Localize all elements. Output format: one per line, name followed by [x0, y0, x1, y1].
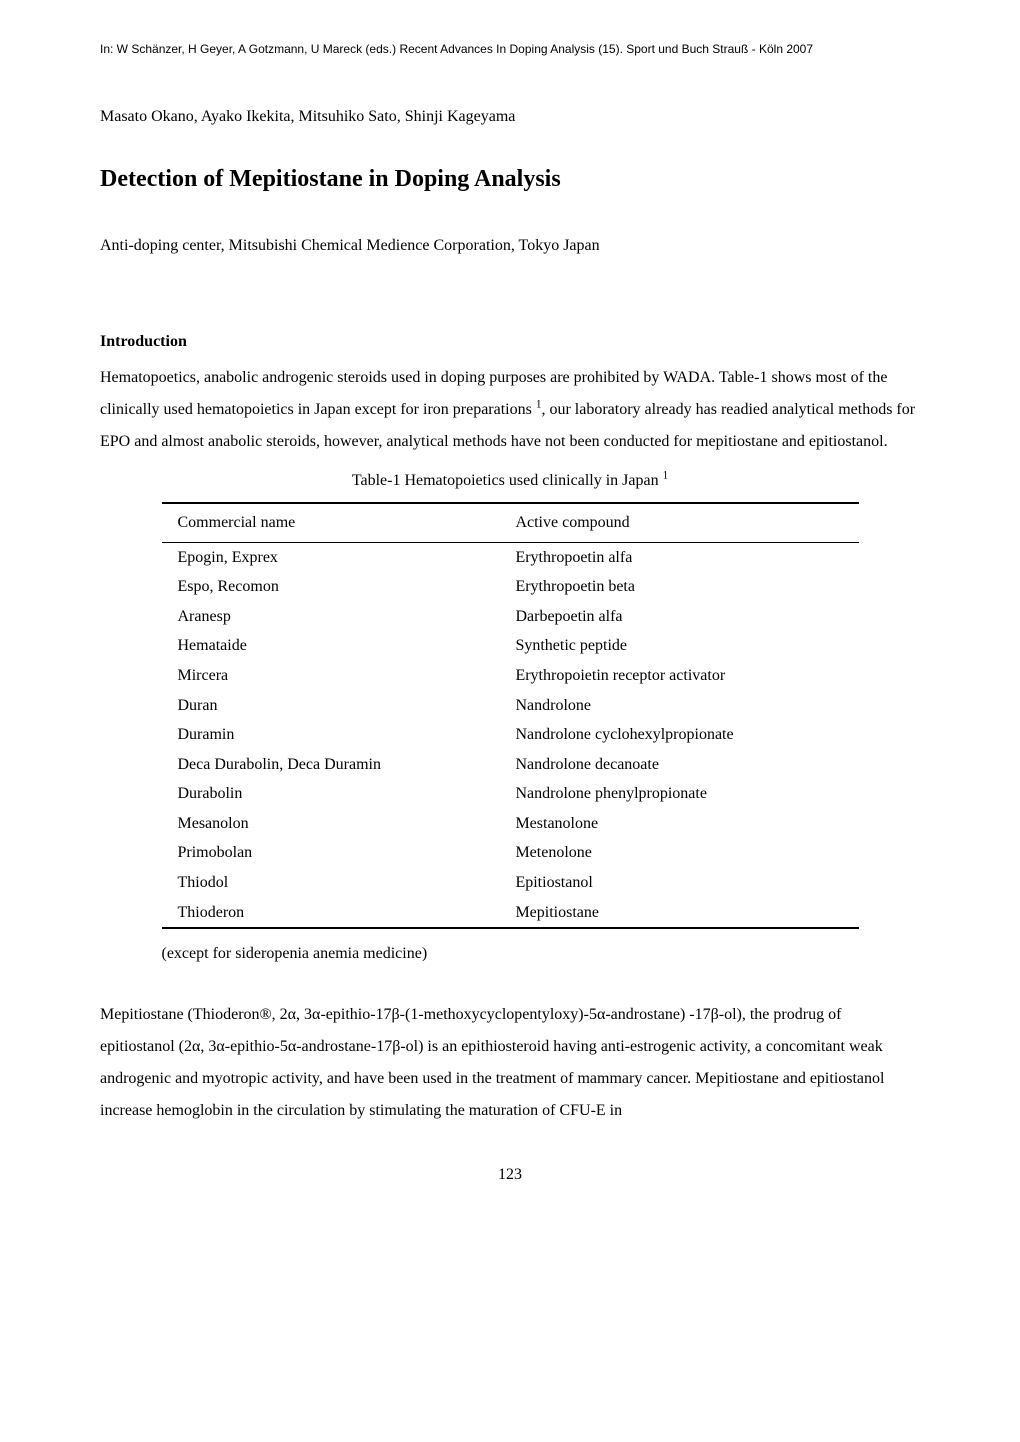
commercial-name-cell: Hemataide [162, 631, 500, 661]
commercial-name-cell: Espo, Recomon [162, 572, 500, 602]
table-header-row: Commercial name Active compound [162, 503, 859, 542]
active-compound-cell: Metenolone [499, 838, 858, 868]
commercial-name-cell: Duramin [162, 720, 500, 750]
col2-header: Active compound [499, 503, 858, 542]
table-row: ThioderonMepitiostane [162, 898, 859, 929]
active-compound-cell: Nandrolone [499, 691, 858, 721]
active-compound-cell: Nandrolone cyclohexylpropionate [499, 720, 858, 750]
active-compound-cell: Erythropoetin beta [499, 572, 858, 602]
active-compound-cell: Synthetic peptide [499, 631, 858, 661]
intro-paragraph-1: Hematopoetics, anabolic androgenic stero… [100, 362, 920, 458]
table-caption-text: Table-1 Hematopoietics used clinically i… [352, 472, 659, 489]
commercial-name-cell: Thioderon [162, 898, 500, 929]
table-row: DuranNandrolone [162, 691, 859, 721]
table-row: DuraminNandrolone cyclohexylpropionate [162, 720, 859, 750]
commercial-name-cell: Duran [162, 691, 500, 721]
citation-header: In: W Schänzer, H Geyer, A Gotzmann, U M… [100, 40, 920, 59]
active-compound-cell: Nandrolone decanoate [499, 750, 858, 780]
table-row: Deca Durabolin, Deca DuraminNandrolone d… [162, 750, 859, 780]
authors-line: Masato Okano, Ayako Ikekita, Mitsuhiko S… [100, 104, 920, 130]
intro-heading: Introduction [100, 329, 920, 355]
table-row: Epogin, ExprexErythropoetin alfa [162, 542, 859, 572]
table-row: AranespDarbepoetin alfa [162, 602, 859, 632]
table-footnote: (except for sideropenia anemia medicine) [162, 941, 921, 967]
table-row: HemataideSynthetic peptide [162, 631, 859, 661]
commercial-name-cell: Durabolin [162, 779, 500, 809]
table-caption: Table-1 Hematopoietics used clinically i… [100, 468, 920, 494]
table-row: MesanolonMestanolone [162, 809, 859, 839]
paper-title: Detection of Mepitiostane in Doping Anal… [100, 160, 920, 198]
active-compound-cell: Darbepoetin alfa [499, 602, 858, 632]
superscript-ref-1b: 1 [663, 470, 669, 482]
active-compound-cell: Epitiostanol [499, 868, 858, 898]
col1-header: Commercial name [162, 503, 500, 542]
table-row: Espo, RecomonErythropoetin beta [162, 572, 859, 602]
affiliation: Anti-doping center, Mitsubishi Chemical … [100, 233, 920, 259]
table-row: PrimobolanMetenolone [162, 838, 859, 868]
commercial-name-cell: Deca Durabolin, Deca Duramin [162, 750, 500, 780]
page-number: 123 [100, 1162, 920, 1188]
paragraph-2: Mepitiostane (Thioderon®, 2α, 3α-epithio… [100, 999, 920, 1127]
commercial-name-cell: Primobolan [162, 838, 500, 868]
table-row: DurabolinNandrolone phenylpropionate [162, 779, 859, 809]
active-compound-cell: Nandrolone phenylpropionate [499, 779, 858, 809]
table-row: ThiodolEpitiostanol [162, 868, 859, 898]
active-compound-cell: Mestanolone [499, 809, 858, 839]
commercial-name-cell: Epogin, Exprex [162, 542, 500, 572]
active-compound-cell: Erythropoietin receptor activator [499, 661, 858, 691]
active-compound-cell: Mepitiostane [499, 898, 858, 929]
active-compound-cell: Erythropoetin alfa [499, 542, 858, 572]
commercial-name-cell: Aranesp [162, 602, 500, 632]
table-row: MirceraErythropoietin receptor activator [162, 661, 859, 691]
commercial-name-cell: Mircera [162, 661, 500, 691]
commercial-name-cell: Thiodol [162, 868, 500, 898]
commercial-name-cell: Mesanolon [162, 809, 500, 839]
hematopoietics-table: Commercial name Active compound Epogin, … [162, 502, 859, 929]
